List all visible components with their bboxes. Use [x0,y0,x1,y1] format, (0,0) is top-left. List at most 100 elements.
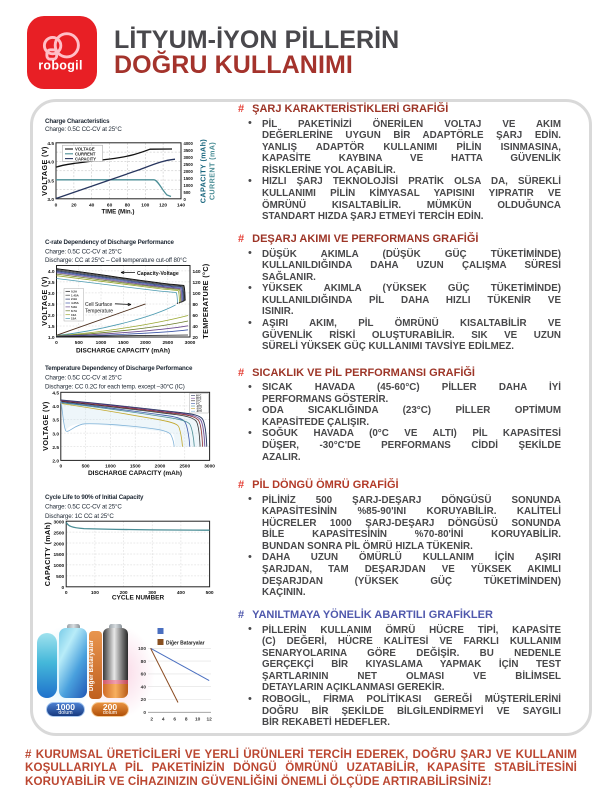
svg-text:20: 20 [193,335,199,341]
svg-text:VOLTAGE (V): VOLTAGE (V) [40,146,49,196]
svg-text:4.5: 4.5 [47,141,54,147]
svg-text:CAPACITY: CAPACITY [75,156,96,161]
svg-text:400: 400 [177,590,185,596]
svg-text:Diğer Bataryalar: Diğer Bataryalar [166,641,205,647]
svg-text:2000: 2000 [184,169,194,174]
svg-text:1500: 1500 [54,552,65,558]
svg-text:4.35A: 4.35A [71,301,80,305]
svg-text:80: 80 [141,659,147,665]
svg-text:Discharge: CC 0.2C for each te: Discharge: CC 0.2C for each temp. except… [45,384,185,391]
svg-text:1500: 1500 [130,464,141,470]
svg-text:Discharge: CC at 25°C – Cell t: Discharge: CC at 25°C – Cell temperature… [45,257,187,264]
svg-text:140: 140 [193,269,201,275]
svg-text:0: 0 [55,203,58,209]
svg-text:0: 0 [143,710,146,716]
svg-text:3.0: 3.0 [47,197,54,203]
svg-text:robogil: robogil [38,59,82,73]
svg-text:10: 10 [195,717,201,723]
svg-text:3.0: 3.0 [48,291,55,297]
svg-text:Charge: 0.5C CC-CV at 25°C: Charge: 0.5C CC-CV at 25°C [45,504,122,511]
svg-text:0: 0 [59,464,62,470]
svg-text:CAPACITY (mAh): CAPACITY (mAh) [43,522,52,587]
svg-text:100: 100 [141,203,149,209]
svg-text:1000: 1000 [96,340,107,346]
svg-text:VOLTAGE (V): VOLTAGE (V) [41,401,50,451]
svg-text:60: 60 [107,203,113,209]
svg-text:Capacity-Voltage: Capacity-Voltage [137,271,179,277]
svg-text:120: 120 [193,280,201,286]
svg-text:DISCHARGE CAPACITY (mAh): DISCHARGE CAPACITY (mAh) [88,470,182,477]
svg-text:60°C: 60°C [196,395,202,398]
svg-text:2.0: 2.0 [52,459,59,465]
svg-text:12: 12 [207,717,213,723]
svg-text:20: 20 [141,697,147,703]
svg-text:3.5: 3.5 [47,178,54,184]
svg-text:1000: 1000 [54,563,65,569]
svg-text:2.9A: 2.9A [71,297,78,301]
svg-text:3500: 3500 [184,148,194,153]
svg-text:1500: 1500 [118,340,129,346]
svg-text:4: 4 [162,717,165,723]
svg-text:500: 500 [206,590,214,596]
svg-text:140: 140 [177,203,185,209]
svg-text:40: 40 [89,203,95,209]
svg-text:CYCLE NUMBER: CYCLE NUMBER [112,595,165,601]
svg-text:120: 120 [159,203,167,209]
svg-text:Charge: 0.5C CC-CV at 25°C: Charge: 0.5C CC-CV at 25°C [45,126,122,133]
svg-text:1.5: 1.5 [48,324,55,330]
svg-text:5.8A: 5.8A [71,305,78,309]
svg-text:4.0: 4.0 [48,269,55,275]
svg-text:Charge: 0.5C CC-CV at 25°C: Charge: 0.5C CC-CV at 25°C [45,249,122,256]
svg-text:Charge Characteristics: Charge Characteristics [45,118,110,125]
svg-text:VOLTAGE (V): VOLTAGE (V) [40,276,49,326]
svg-text:3.0: 3.0 [52,431,59,437]
svg-text:2500: 2500 [54,530,65,536]
svg-text:40: 40 [141,684,147,690]
svg-text:-30°C: -30°C [196,410,202,413]
svg-text:100: 100 [193,291,201,297]
svg-text:-20°C: -20°C [196,408,202,411]
svg-text:2500: 2500 [184,162,194,167]
svg-text:25°C: 25°C [196,400,202,403]
svg-text:3000: 3000 [204,464,215,470]
svg-text:2000: 2000 [155,464,166,470]
svg-text:1.45A: 1.45A [71,293,80,297]
svg-text:3000: 3000 [184,155,194,160]
svg-text:VOLTAGE: VOLTAGE [75,147,95,152]
svg-text:DISCHARGE CAPACITY (mAh): DISCHARGE CAPACITY (mAh) [76,348,170,355]
svg-text:-10°C: -10°C [196,405,202,408]
svg-text:500: 500 [184,190,192,195]
svg-text:500: 500 [56,574,64,580]
svg-text:3000: 3000 [54,520,65,526]
svg-text:45°C: 45°C [196,397,202,400]
svg-text:1.0: 1.0 [48,335,55,341]
svg-text:CAPACITY (mAh): CAPACITY (mAh) [199,139,208,204]
svg-text:4.0: 4.0 [52,404,59,410]
svg-text:20: 20 [71,203,77,209]
svg-text:1500: 1500 [184,176,194,181]
svg-text:4000: 4000 [184,141,194,146]
svg-text:15A: 15A [71,317,77,321]
svg-text:0: 0 [62,585,65,591]
svg-text:Discharge: 1C CC at 25°C: Discharge: 1C CC at 25°C [45,513,114,520]
svg-text:100: 100 [138,646,146,652]
svg-text:1000: 1000 [184,183,194,188]
svg-text:80: 80 [193,302,199,308]
svg-text:300: 300 [148,590,156,596]
svg-text:Charge: 0.5C CC-CV at 25°C: Charge: 0.5C CC-CV at 25°C [45,375,122,382]
svg-text:500: 500 [75,340,83,346]
svg-text:0: 0 [184,197,187,202]
svg-text:2500: 2500 [179,464,190,470]
svg-text:4.5: 4.5 [52,391,59,397]
svg-text:C-rate Dependency of Discharge: C-rate Dependency of Discharge Performan… [45,239,175,246]
svg-text:3000: 3000 [185,340,196,346]
svg-text:500: 500 [82,464,90,470]
svg-text:0: 0 [65,590,68,596]
svg-text:60: 60 [193,313,199,319]
svg-text:0: 0 [55,340,58,346]
svg-text:60: 60 [141,672,147,678]
svg-text:1000: 1000 [105,464,116,470]
svg-text:Cell Surface: Cell Surface [85,302,112,308]
svg-text:CURRENT (mA): CURRENT (mA) [208,142,217,201]
svg-text:0°C: 0°C [196,402,200,405]
